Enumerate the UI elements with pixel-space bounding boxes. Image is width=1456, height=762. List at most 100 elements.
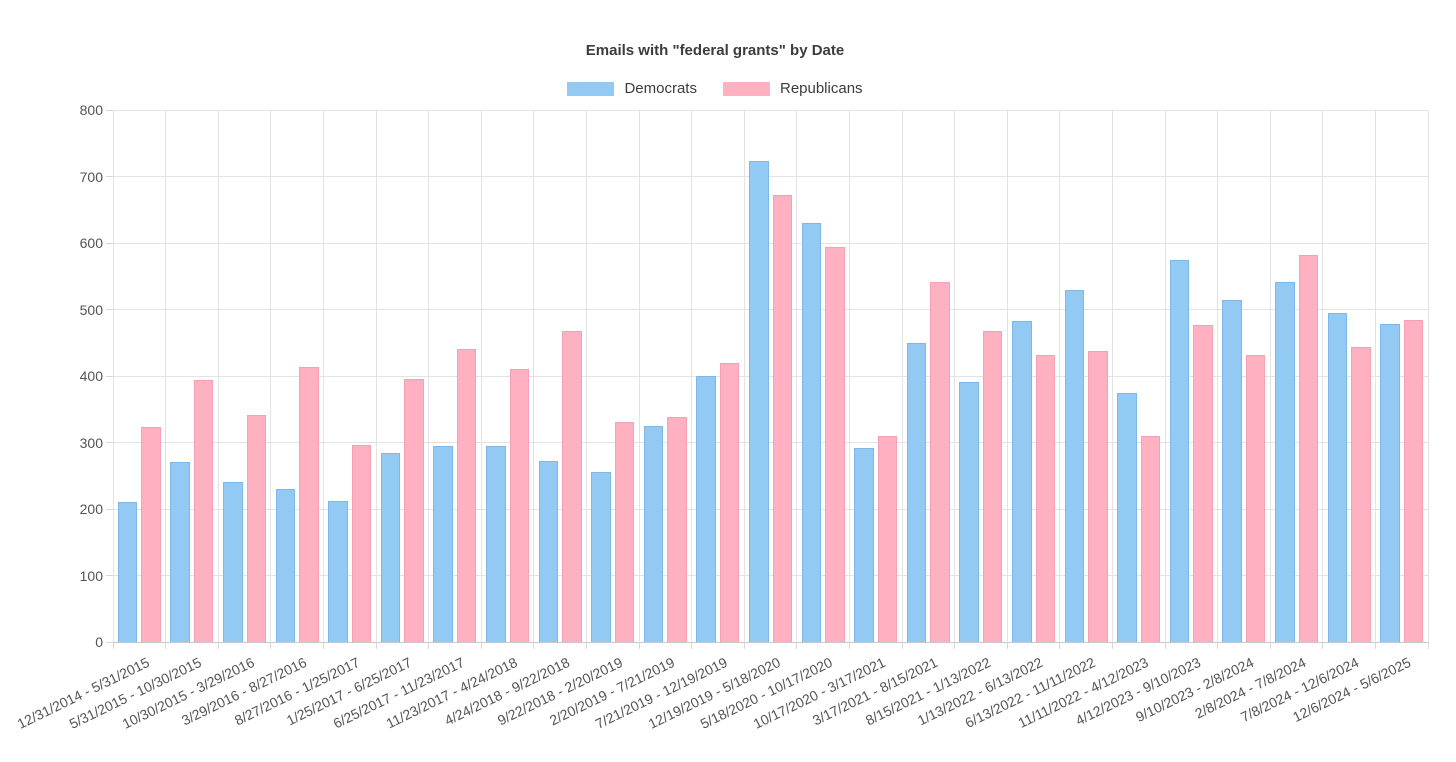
bar-democrats-17[interactable] bbox=[1012, 321, 1032, 642]
gridline-y-500 bbox=[113, 309, 1428, 310]
y-tick-600 bbox=[106, 242, 113, 244]
gridline-x-12 bbox=[743, 110, 745, 642]
bar-democrats-11[interactable] bbox=[696, 376, 716, 642]
bar-republicans-16[interactable] bbox=[982, 330, 1003, 642]
gridline-x-13 bbox=[796, 110, 798, 642]
x-tick-21 bbox=[1217, 642, 1219, 649]
republicans-legend-swatch bbox=[722, 81, 770, 96]
y-tick-300 bbox=[106, 442, 113, 443]
bar-republicans-2[interactable] bbox=[246, 415, 266, 642]
bar-republicans-24[interactable] bbox=[1403, 320, 1424, 642]
bar-democrats-0[interactable] bbox=[117, 501, 138, 642]
bar-democrats-9[interactable] bbox=[591, 472, 611, 642]
bar-republicans-6[interactable] bbox=[456, 349, 477, 642]
bar-democrats-14[interactable] bbox=[854, 448, 874, 642]
y-tick-500 bbox=[106, 309, 113, 310]
x-tick-9 bbox=[585, 642, 587, 649]
gridline-x-22 bbox=[1269, 110, 1271, 642]
bar-democrats-2[interactable] bbox=[223, 482, 243, 642]
bar-republicans-9[interactable] bbox=[614, 421, 635, 642]
bar-democrats-3[interactable] bbox=[275, 489, 296, 642]
gridline-x-3 bbox=[270, 110, 272, 642]
x-tick-5 bbox=[375, 642, 377, 649]
gridline-x-4 bbox=[322, 110, 324, 642]
bar-democrats-6[interactable] bbox=[433, 445, 453, 642]
democrats-legend-swatch bbox=[567, 81, 615, 96]
bar-democrats-24[interactable] bbox=[1380, 324, 1400, 642]
bar-republicans-19[interactable] bbox=[1140, 435, 1161, 642]
gridline-x-24 bbox=[1374, 110, 1376, 642]
bar-republicans-4[interactable] bbox=[351, 445, 372, 642]
bar-republicans-8[interactable] bbox=[562, 330, 582, 642]
bar-republicans-11[interactable] bbox=[719, 363, 740, 642]
gridline-y-700 bbox=[113, 176, 1428, 177]
bar-republicans-23[interactable] bbox=[1351, 347, 1371, 642]
gridline-x-2 bbox=[217, 110, 219, 642]
bar-democrats-8[interactable] bbox=[538, 461, 559, 642]
chart-legend: Democrats Republicans bbox=[0, 80, 1430, 97]
gridline-x-16 bbox=[954, 110, 956, 642]
bar-democrats-21[interactable] bbox=[1222, 299, 1242, 642]
gridline-y-600 bbox=[113, 242, 1428, 244]
bar-republicans-10[interactable] bbox=[667, 417, 687, 642]
x-tick-0 bbox=[112, 642, 114, 649]
bar-democrats-12[interactable] bbox=[749, 160, 769, 642]
bar-democrats-16[interactable] bbox=[959, 381, 979, 642]
gridline-x-5 bbox=[375, 110, 377, 642]
x-tick-7 bbox=[480, 642, 482, 649]
gridline-x-1 bbox=[165, 110, 167, 642]
bar-republicans-17[interactable] bbox=[1035, 354, 1055, 642]
bar-democrats-13[interactable] bbox=[801, 223, 822, 642]
gridline-x-18 bbox=[1059, 110, 1061, 642]
bar-republicans-22[interactable] bbox=[1298, 254, 1318, 642]
bar-democrats-23[interactable] bbox=[1327, 313, 1348, 642]
bar-republicans-18[interactable] bbox=[1088, 350, 1108, 642]
x-tick-17 bbox=[1006, 642, 1008, 649]
gridline-x-0 bbox=[112, 110, 114, 642]
bar-republicans-1[interactable] bbox=[193, 379, 214, 642]
x-tick-16 bbox=[954, 642, 956, 649]
gridline-x-7 bbox=[480, 110, 482, 642]
x-tick-4 bbox=[322, 642, 324, 649]
bar-democrats-15[interactable] bbox=[906, 343, 927, 642]
bar-republicans-3[interactable] bbox=[299, 366, 319, 642]
bar-democrats-10[interactable] bbox=[643, 425, 664, 642]
bar-republicans-20[interactable] bbox=[1193, 325, 1213, 642]
bar-republicans-12[interactable] bbox=[772, 195, 792, 642]
gridline-x-19 bbox=[1111, 110, 1113, 642]
y-tick-800 bbox=[106, 109, 113, 111]
gridline-y-800 bbox=[113, 109, 1428, 111]
bar-democrats-18[interactable] bbox=[1064, 289, 1085, 642]
x-tick-1 bbox=[165, 642, 167, 649]
gridline-y-300 bbox=[113, 442, 1428, 443]
bar-republicans-14[interactable] bbox=[877, 435, 898, 642]
gridline-x-10 bbox=[638, 110, 640, 642]
gridline-x-11 bbox=[691, 110, 693, 642]
legend-item-democrats[interactable]: Democrats bbox=[567, 80, 697, 97]
bar-democrats-1[interactable] bbox=[170, 462, 190, 642]
gridline-x-6 bbox=[428, 110, 430, 642]
bar-democrats-5[interactable] bbox=[380, 453, 401, 642]
gridline-x-14 bbox=[848, 110, 850, 642]
y-axis-label-600: 600 bbox=[79, 235, 103, 251]
y-axis-label-0: 0 bbox=[95, 634, 103, 650]
bar-democrats-19[interactable] bbox=[1117, 392, 1137, 642]
x-tick-6 bbox=[428, 642, 430, 649]
x-tick-2 bbox=[217, 642, 219, 649]
y-tick-200 bbox=[106, 508, 113, 510]
legend-item-republicans[interactable]: Republicans bbox=[722, 80, 863, 97]
bar-republicans-0[interactable] bbox=[141, 426, 161, 642]
bar-republicans-13[interactable] bbox=[825, 246, 845, 642]
bar-republicans-21[interactable] bbox=[1245, 354, 1266, 642]
bar-republicans-5[interactable] bbox=[404, 379, 424, 642]
bar-democrats-20[interactable] bbox=[1169, 260, 1190, 642]
y-axis-label-500: 500 bbox=[79, 301, 103, 318]
y-tick-0 bbox=[106, 641, 113, 643]
bar-democrats-22[interactable] bbox=[1275, 282, 1295, 642]
chart-title: Emails with "federal grants" by Date bbox=[585, 42, 845, 59]
bar-democrats-7[interactable] bbox=[486, 446, 506, 642]
bar-democrats-4[interactable] bbox=[328, 501, 348, 642]
x-tick-3 bbox=[270, 642, 272, 649]
bar-republicans-15[interactable] bbox=[930, 281, 950, 642]
bar-republicans-7[interactable] bbox=[509, 369, 529, 642]
